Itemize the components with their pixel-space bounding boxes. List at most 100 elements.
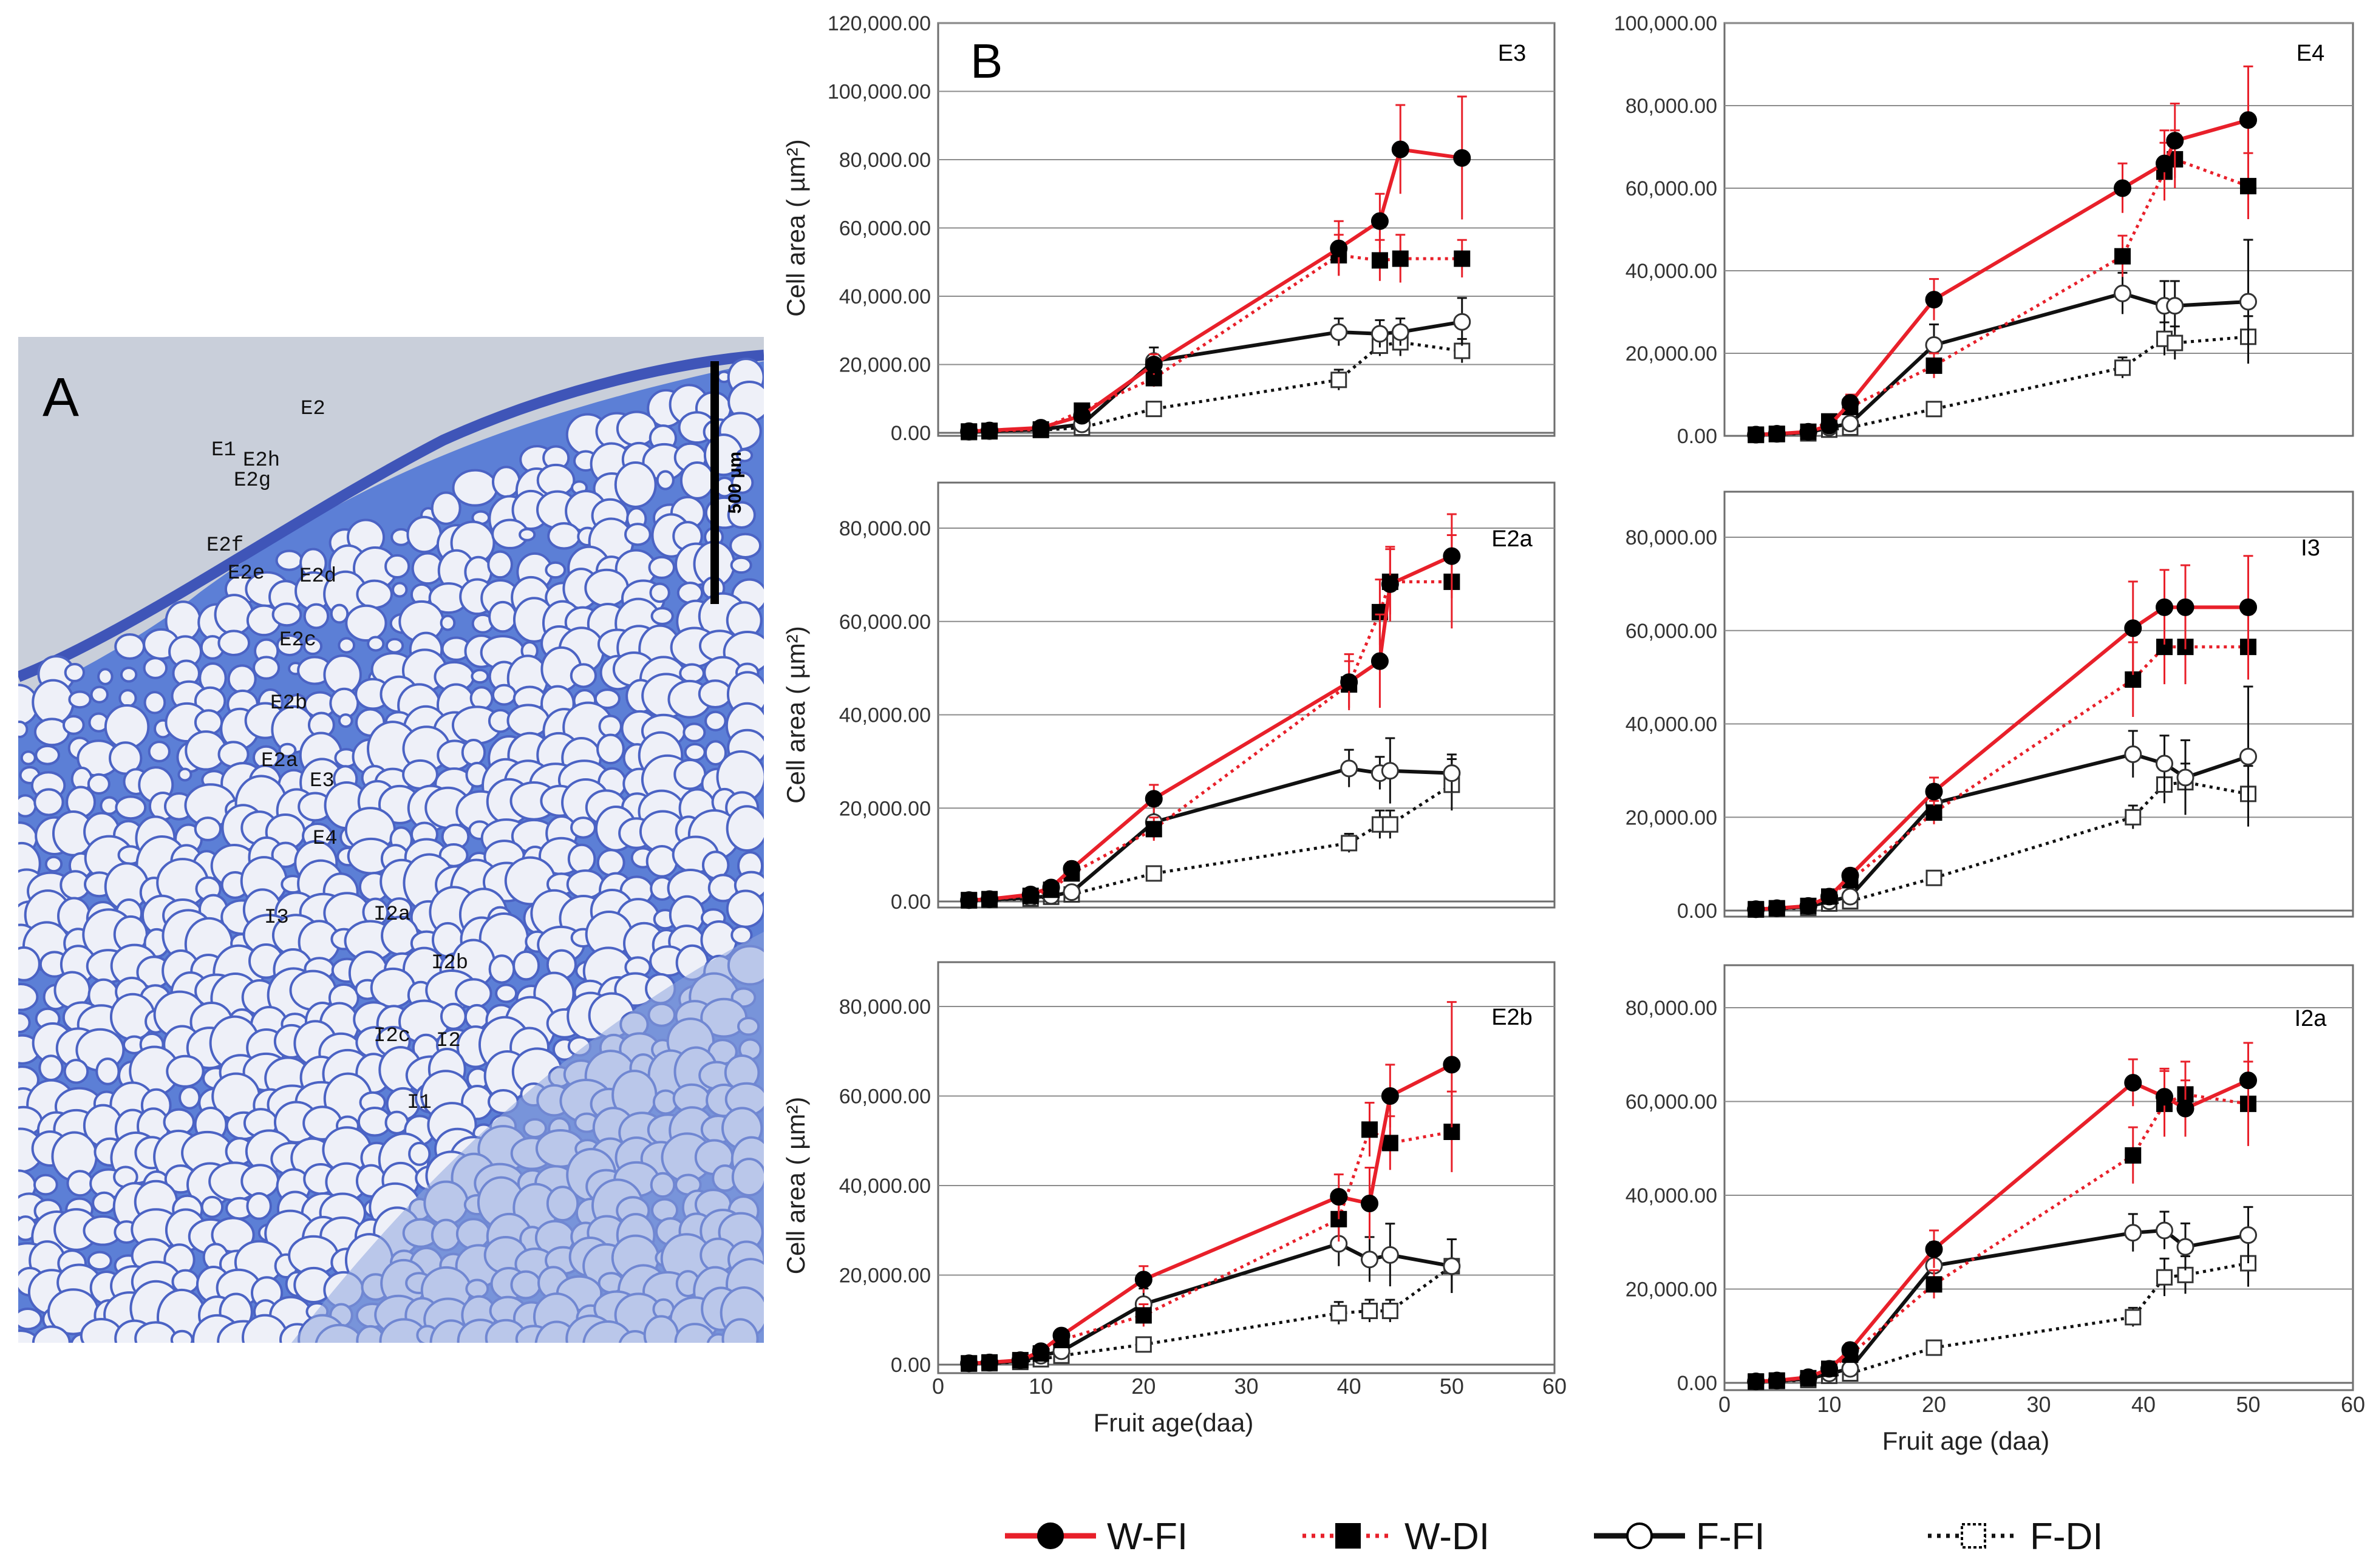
y-tick-label: 100,000.00 [1614, 12, 1717, 35]
data-point [981, 421, 999, 440]
data-point [2239, 293, 2257, 311]
tissue-label: I3 [264, 906, 289, 929]
data-point [1768, 899, 1786, 917]
x-tick-label: 0 [1718, 1392, 1731, 1417]
series-line [1755, 752, 2249, 911]
tissue-label: E2a [261, 750, 298, 773]
data-point [2125, 1309, 2142, 1326]
chart-e3: 0.00 20,000.00 40,000.00 60,000.00 80,000.00… [781, 12, 1556, 445]
data-point [981, 1353, 999, 1371]
data-point [1925, 869, 1942, 886]
data-point [1134, 1271, 1152, 1289]
data-point [1361, 1195, 1378, 1212]
data-point [1381, 1135, 1398, 1152]
data-point [2166, 132, 2184, 150]
series-line [969, 783, 1453, 902]
x-tick-label: 60 [1542, 1374, 1567, 1399]
data-point [1453, 313, 1471, 331]
x-axis-label: Fruit age(daa) [1094, 1408, 1254, 1437]
data-point [1032, 419, 1050, 437]
cell [384, 554, 410, 579]
cell [545, 561, 567, 579]
chart-i3: 0.00 20,000.00 40,000.00 60,000.00 80,000.00… [1626, 490, 2354, 923]
data-point [2240, 178, 2256, 195]
series-line [1755, 1228, 2249, 1383]
y-tick-label: 60,000.00 [1626, 620, 1717, 643]
data-point [1799, 1368, 1817, 1386]
cell [596, 733, 625, 765]
legend-label: W-FI [1107, 1516, 1188, 1558]
data-point [1925, 1276, 1942, 1293]
data-point [960, 891, 978, 909]
tissue-label: E2g [234, 469, 271, 492]
series-line [969, 320, 1463, 434]
epidermis-band [18, 350, 764, 682]
data-point [1841, 415, 1859, 433]
y-tick-label: 20,000.00 [1626, 806, 1717, 829]
cell [33, 788, 64, 816]
data-point [2167, 334, 2184, 351]
tissue-label: I2a [373, 903, 410, 926]
series-w-fi [960, 95, 1471, 440]
data-point [2156, 154, 2173, 172]
cell [20, 750, 36, 765]
data-point [1145, 356, 1163, 373]
data-point [1042, 878, 1060, 897]
cell [271, 602, 302, 627]
mounting-medium-region [18, 337, 764, 701]
data-point [1454, 250, 1471, 267]
series-w-di [1748, 608, 2256, 918]
data-point [1768, 1371, 1786, 1390]
chart-frame [1723, 964, 2354, 1391]
cell [338, 713, 353, 728]
data-point [1381, 1087, 1399, 1105]
y-tick-label: 20,000.00 [839, 797, 931, 820]
y-tick-label: 40,000.00 [839, 1175, 931, 1198]
tissue-label: E2h [243, 449, 280, 472]
data-point [2156, 598, 2173, 616]
data-point [2124, 1074, 2142, 1092]
tissue-label: I2b [431, 952, 468, 975]
tissue-label: I2 [436, 1030, 461, 1053]
legend-marker [1335, 1523, 1361, 1549]
tissue-label: E2f [206, 534, 243, 557]
cell [177, 767, 192, 782]
series-line [969, 580, 1452, 902]
data-point [2114, 359, 2131, 376]
cell [63, 1059, 89, 1084]
cell [115, 795, 147, 820]
y-tick-label: 40,000.00 [839, 704, 931, 727]
x-tick-label: 60 [2341, 1392, 2365, 1417]
chart-e2a: 0.00 20,000.00 40,000.00 60,000.00 80,000.00… [781, 481, 1556, 914]
legend-label: F-DI [2030, 1516, 2103, 1558]
cell [35, 744, 60, 765]
cell [200, 1195, 224, 1218]
chart-frame [1723, 22, 2354, 437]
chart-frame [937, 961, 1556, 1374]
series-line [1755, 118, 2249, 436]
x-tick-label: 40 [1337, 1374, 1361, 1399]
cell [120, 667, 138, 683]
legend-label: F-FI [1696, 1516, 1765, 1558]
y-tick-label: 80,000.00 [839, 517, 931, 540]
cell [624, 523, 652, 546]
tissue-label: I2c [373, 1025, 410, 1048]
data-point [960, 1354, 978, 1373]
cell [303, 603, 330, 630]
legend-marker [1626, 1522, 1653, 1549]
cell [62, 714, 85, 735]
y-tick-label: 0.00 [891, 422, 931, 445]
cell [148, 741, 171, 762]
data-point [1841, 888, 1859, 906]
data-point [1841, 1360, 1859, 1378]
data-point [2239, 1071, 2257, 1090]
y-tick-label: 40,000.00 [1626, 713, 1717, 736]
series-f-fi [1747, 685, 2257, 918]
data-point [1145, 401, 1162, 418]
cell [97, 668, 114, 685]
cell [18, 983, 39, 1011]
data-point [2166, 297, 2184, 315]
x-axis-label: Fruit age (daa) [1882, 1427, 2049, 1455]
data-point [1330, 1305, 1347, 1322]
cell [194, 816, 222, 841]
